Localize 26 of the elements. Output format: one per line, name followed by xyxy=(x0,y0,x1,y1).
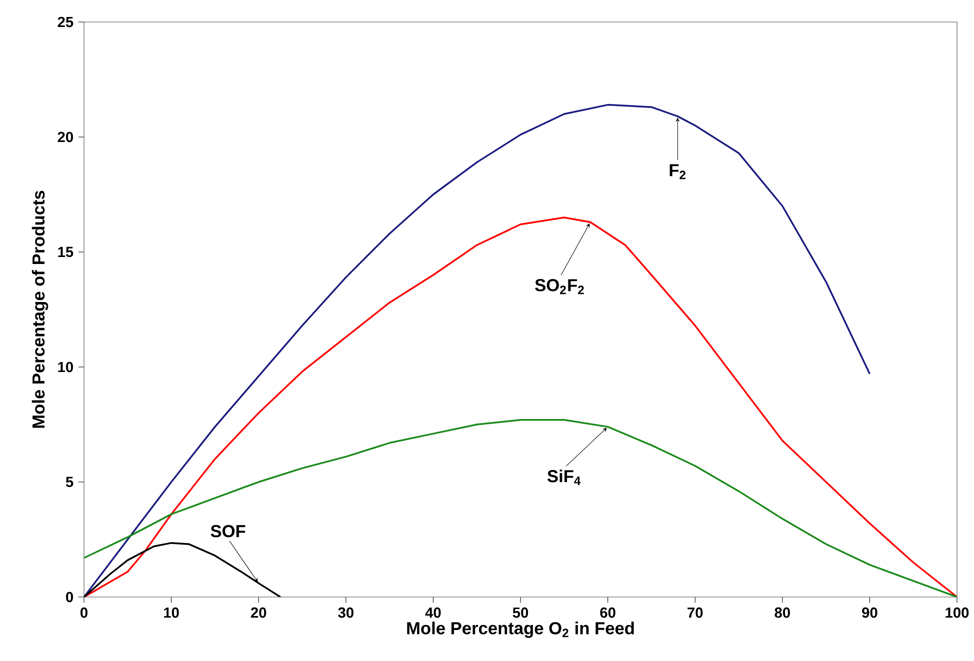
line-series xyxy=(84,104,871,597)
x-tick-label: 60 xyxy=(600,607,616,618)
x-tick-label: 30 xyxy=(338,607,354,618)
annotation: SiF$_{4}$ xyxy=(547,470,581,485)
y-tick-label: 20 xyxy=(58,132,73,142)
y-tick-label: 0 xyxy=(66,592,73,602)
x-tick-label: 100 xyxy=(946,607,969,618)
annotation: F$_{2}$ xyxy=(670,164,686,180)
x-tick-label: 90 xyxy=(862,607,878,618)
annotation: SO$_{2}$F$_{2}$ xyxy=(535,279,584,294)
x-axis-title: Mole Percentage O$_{2}$ in Feed xyxy=(407,622,634,638)
x-tick-label: 50 xyxy=(512,607,528,618)
x-tick-label: 0 xyxy=(80,607,88,618)
x-tick-label: 10 xyxy=(164,607,179,618)
x-tick-label: 40 xyxy=(425,607,441,618)
line-series xyxy=(84,419,958,597)
y-tick-label: 10 xyxy=(58,362,73,372)
x-tick-label: 20 xyxy=(250,607,266,618)
x-tick-label: 80 xyxy=(774,607,790,618)
y-tick-label: 25 xyxy=(58,16,74,28)
annotation: SOF xyxy=(210,524,246,538)
x-tick-label: 70 xyxy=(688,607,703,618)
y-axis-title: Mole Percentage of Products xyxy=(32,190,48,428)
line-series xyxy=(84,216,958,597)
y-tick-label: 5 xyxy=(66,476,74,488)
y-tick-label: 15 xyxy=(58,246,74,258)
